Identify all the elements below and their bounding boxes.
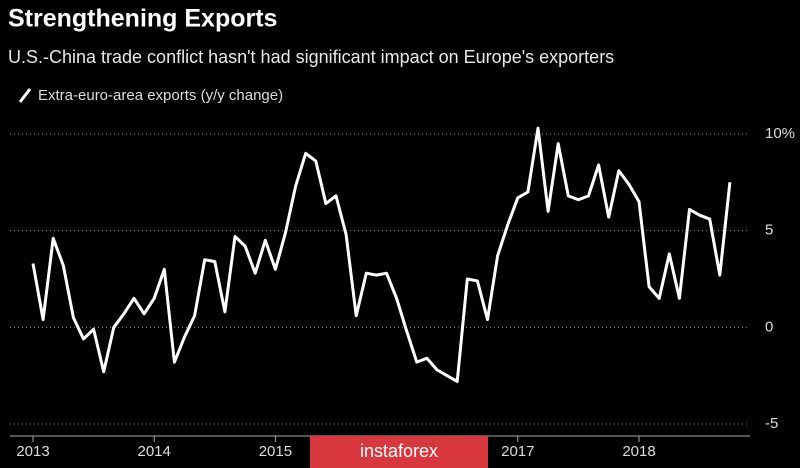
watermark: instaforex — [360, 441, 438, 461]
chart-title: Strengthening Exports — [8, 5, 277, 33]
y-tick-label: -5 — [765, 415, 778, 432]
legend-label: Extra-euro-area exports (y/y change) — [38, 87, 283, 104]
y-tick-label: 5 — [765, 222, 773, 239]
x-tick-label: 2017 — [501, 443, 534, 460]
watermark-box — [310, 436, 488, 468]
x-tick-label: 2013 — [16, 443, 49, 460]
x-tick-label: 2015 — [259, 443, 292, 460]
x-tick-label: 2014 — [138, 443, 171, 460]
y-tick-label: 10% — [765, 125, 795, 142]
legend-swatch — [18, 88, 32, 103]
chart-subtitle: U.S.-China trade conflict hasn't had sig… — [8, 47, 614, 67]
data-line — [31, 126, 732, 383]
y-tick-label: 0 — [765, 318, 773, 335]
x-tick-label: 2018 — [622, 443, 655, 460]
